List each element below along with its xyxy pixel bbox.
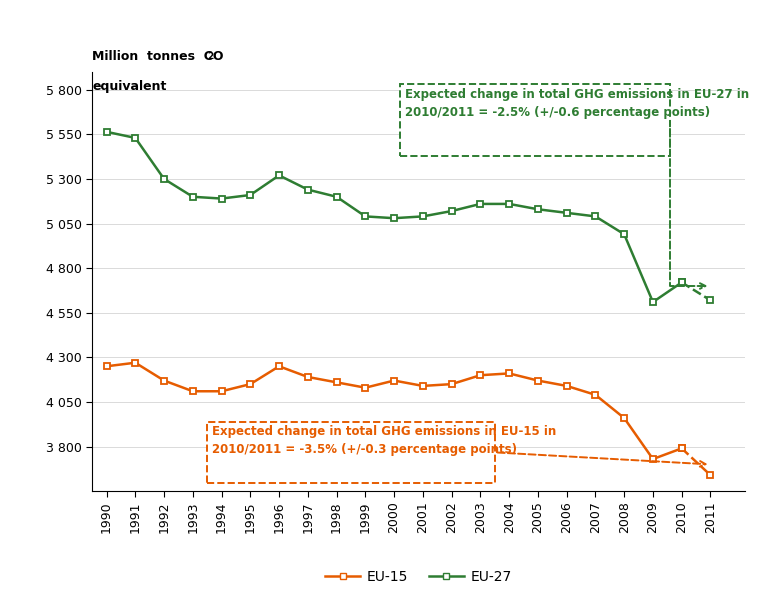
Text: Expected change in total GHG emissions in EU-27 in
2010/2011 = -2.5% (+/-0.6 per: Expected change in total GHG emissions i… — [405, 87, 749, 119]
Text: Million  tonnes  CO: Million tonnes CO — [92, 50, 223, 63]
FancyBboxPatch shape — [400, 84, 670, 156]
Legend: EU-15, EU-27: EU-15, EU-27 — [319, 564, 518, 589]
Text: Expected change in total GHG emissions in EU-15 in
2010/2011 = -3.5% (+/-0.3 per: Expected change in total GHG emissions i… — [213, 425, 557, 456]
FancyBboxPatch shape — [207, 422, 495, 483]
Text: 2: 2 — [207, 52, 214, 62]
Text: equivalent: equivalent — [92, 80, 167, 93]
